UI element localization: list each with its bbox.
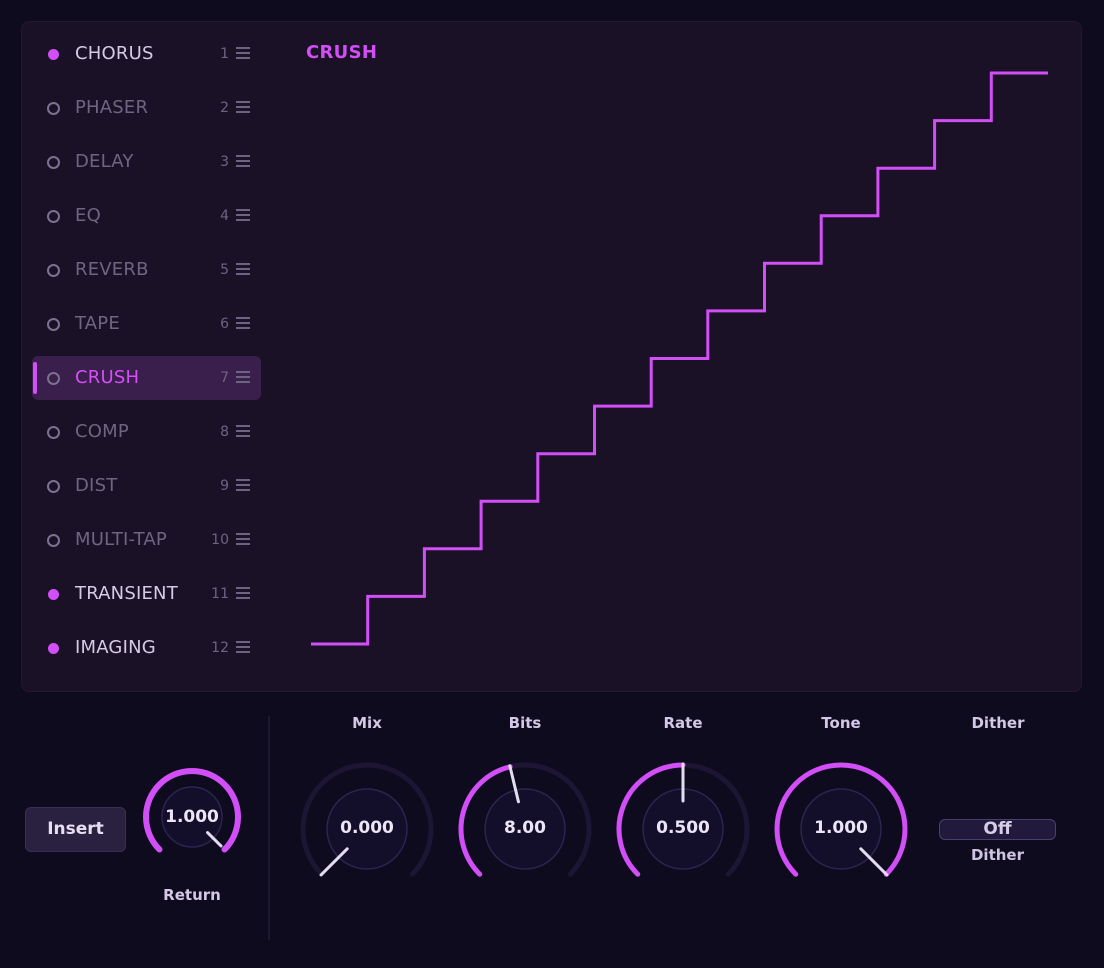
knob-pointer [508, 764, 520, 804]
rate-label: Rate [663, 714, 703, 732]
drag-handle-icon[interactable] [236, 209, 250, 222]
effect-name: TRANSIENT [75, 583, 178, 604]
tone-value: 1.000 [814, 818, 868, 838]
effect-item-tape[interactable]: TAPE 6 [32, 302, 261, 346]
effect-index: 4 [220, 208, 229, 224]
effect-item-dist[interactable]: DIST 9 [32, 464, 261, 508]
effect-panel: CHORUS 1 PHASER 2 DELAY 3 EQ 4 REVERB 5 TAPE 6 CRUSH… [21, 21, 1082, 692]
effect-name: CHORUS [75, 43, 154, 64]
effect-item-imaging[interactable]: IMAGING 12 [32, 626, 261, 670]
bits-knob[interactable]: 8.00 [450, 754, 600, 904]
effect-name: IMAGING [75, 637, 156, 658]
disabled-dot-icon[interactable] [47, 102, 60, 115]
effect-name: DELAY [75, 151, 134, 172]
effect-name: MULTI-TAP [75, 529, 167, 550]
bits-label: Bits [508, 714, 542, 732]
effect-item-phaser[interactable]: PHASER 2 [32, 86, 261, 130]
mix-value: 0.000 [340, 818, 394, 838]
disabled-dot-icon[interactable] [47, 372, 60, 385]
effect-index: 2 [220, 100, 229, 116]
effect-item-comp[interactable]: COMP 8 [32, 410, 261, 454]
knob-value-arc [774, 762, 908, 877]
drag-handle-icon[interactable] [236, 425, 250, 438]
return-label: Return [163, 886, 221, 904]
disabled-dot-icon[interactable] [47, 426, 60, 439]
mix-knob[interactable]: 0.000 [292, 754, 442, 904]
disabled-dot-icon[interactable] [47, 480, 60, 493]
return-knob[interactable]: 1.000 [140, 765, 244, 869]
effect-index: 8 [220, 424, 229, 440]
insert-button[interactable]: Insert [25, 807, 126, 852]
effect-index: 9 [220, 478, 229, 494]
drag-handle-icon[interactable] [236, 371, 250, 384]
dither-toggle[interactable]: Off [939, 819, 1056, 840]
knob-value-arc [458, 764, 513, 877]
effect-name: CRUSH [75, 367, 140, 388]
effect-name: COMP [75, 421, 129, 442]
bits-value: 8.00 [504, 818, 546, 838]
effect-index: 6 [220, 316, 229, 332]
dither-sublabel: Dither [970, 846, 1024, 864]
enabled-dot-icon[interactable] [47, 588, 59, 600]
staircase-line [311, 71, 1048, 646]
drag-handle-icon[interactable] [236, 263, 250, 276]
disabled-dot-icon[interactable] [47, 264, 60, 277]
rate-value: 0.500 [656, 818, 710, 838]
effect-item-chorus[interactable]: CHORUS 1 [32, 32, 261, 76]
effect-item-multi-tap[interactable]: MULTI-TAP 10 [32, 518, 261, 562]
disabled-dot-icon[interactable] [47, 156, 60, 169]
effect-index: 1 [220, 46, 229, 62]
drag-handle-icon[interactable] [236, 479, 250, 492]
dither-label: Dither [971, 714, 1025, 732]
knob-pointer [859, 847, 889, 877]
effect-index: 11 [211, 586, 229, 602]
effect-item-delay[interactable]: DELAY 3 [32, 140, 261, 184]
enabled-dot-icon[interactable] [47, 48, 59, 60]
effect-index: 10 [211, 532, 229, 548]
disabled-dot-icon[interactable] [47, 318, 60, 331]
effect-item-eq[interactable]: EQ 4 [32, 194, 261, 238]
knob-value-arc [616, 762, 686, 877]
rate-knob[interactable]: 0.500 [608, 754, 758, 904]
disabled-dot-icon[interactable] [47, 210, 60, 223]
effect-index: 12 [211, 640, 229, 656]
tone-label: Tone [821, 714, 861, 732]
knob-value-arc [143, 768, 241, 853]
effect-name: PHASER [75, 97, 149, 118]
effect-display-title: CRUSH [306, 42, 378, 63]
drag-handle-icon[interactable] [236, 533, 250, 546]
effect-index: 7 [220, 370, 229, 386]
section-divider [268, 716, 270, 940]
return-value: 1.000 [165, 807, 219, 827]
enabled-dot-icon[interactable] [47, 642, 59, 654]
effect-index: 5 [220, 262, 229, 278]
selection-indicator [33, 362, 37, 394]
effect-name: EQ [75, 205, 101, 226]
effect-item-crush[interactable]: CRUSH 7 [32, 356, 261, 400]
drag-handle-icon[interactable] [236, 641, 250, 654]
drag-handle-icon[interactable] [236, 317, 250, 330]
effect-index: 3 [220, 154, 229, 170]
knob-track [300, 762, 434, 877]
effect-name: REVERB [75, 259, 149, 280]
knob-pointer [319, 847, 349, 877]
effect-item-transient[interactable]: TRANSIENT 11 [32, 572, 261, 616]
drag-handle-icon[interactable] [236, 47, 250, 60]
effect-name: DIST [75, 475, 118, 496]
knob-body [484, 788, 566, 870]
tone-knob[interactable]: 1.000 [766, 754, 916, 904]
effect-item-reverb[interactable]: REVERB 5 [32, 248, 261, 292]
disabled-dot-icon[interactable] [47, 534, 60, 547]
drag-handle-icon[interactable] [236, 155, 250, 168]
drag-handle-icon[interactable] [236, 587, 250, 600]
effect-name: TAPE [75, 313, 120, 334]
knob-pointer [206, 831, 223, 848]
mix-label: Mix [352, 714, 382, 732]
drag-handle-icon[interactable] [236, 101, 250, 114]
crush-transfer-curve [311, 71, 1048, 646]
